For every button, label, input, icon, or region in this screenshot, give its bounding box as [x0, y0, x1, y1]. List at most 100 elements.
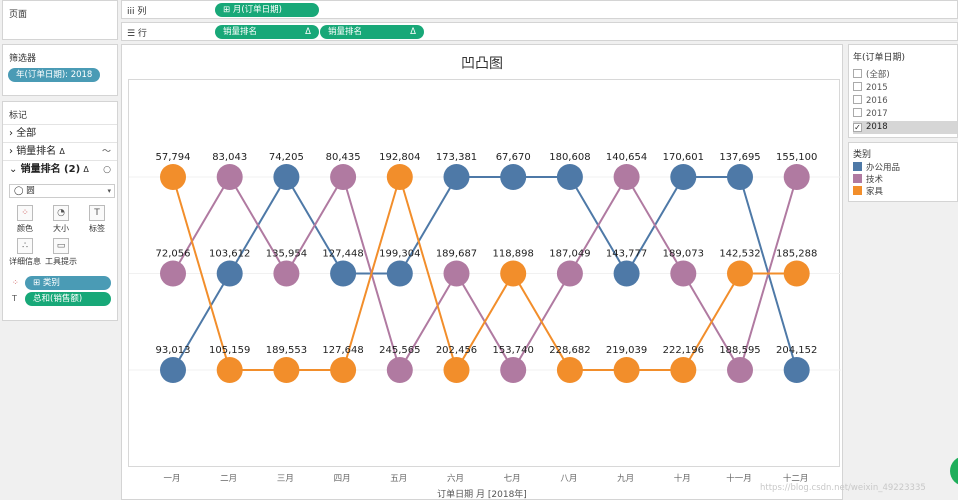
data-point[interactable]	[273, 260, 300, 287]
x-tick-label: 二月	[220, 474, 238, 484]
detail-button-label: 详细信息	[9, 257, 41, 266]
watermark: https://blog.csdn.net/weixin_49223335	[760, 483, 926, 493]
field-pill-category[interactable]: ⊞ 类别	[25, 276, 111, 290]
label-button-label: 标签	[89, 224, 105, 233]
chart-view: 凹凸图 93,013 103,612 74,205 127,448 199,304 173…	[121, 44, 843, 500]
data-point[interactable]	[273, 357, 300, 383]
data-point[interactable]	[500, 260, 527, 287]
data-point[interactable]	[216, 164, 243, 190]
detail-button[interactable]: ∴ 详细信息	[9, 238, 41, 268]
data-point[interactable]	[500, 357, 527, 383]
data-point[interactable]	[500, 164, 527, 190]
filter-pill-year[interactable]: 年(订单日期): 2018	[8, 68, 101, 82]
circle-mark-icon: ○	[103, 165, 111, 175]
data-point[interactable]	[160, 357, 186, 383]
data-point[interactable]	[216, 357, 243, 383]
marks-title: 标记	[9, 111, 28, 121]
checkbox-icon[interactable]	[853, 82, 862, 91]
data-point[interactable]	[386, 260, 413, 287]
data-label: 142,532	[719, 249, 760, 260]
data-point[interactable]	[216, 260, 243, 287]
legend-label: 办公用品	[866, 163, 901, 173]
data-point[interactable]	[613, 260, 640, 287]
legend-item-furniture[interactable]: 家具	[853, 186, 883, 198]
columns-shelf: iii 列 ⊞ 月(订单日期)	[121, 0, 958, 19]
delta-icon: Δ	[59, 147, 65, 156]
size-button[interactable]: ◔ 大小	[45, 205, 77, 235]
plus-icon: ⊞	[33, 278, 43, 288]
filters-title: 筛选器	[9, 54, 37, 64]
data-label: 105,159	[209, 345, 250, 356]
color-button[interactable]: ⁘ 颜色	[9, 205, 41, 235]
year-option-2017[interactable]: 2017	[853, 108, 957, 121]
checkbox-icon[interactable]	[853, 108, 862, 117]
floating-action-icon[interactable]	[950, 456, 958, 486]
data-label: 189,687	[436, 249, 477, 260]
year-option-2016[interactable]: 2016	[853, 95, 957, 108]
data-label: 67,670	[496, 152, 531, 163]
legend-item-tech[interactable]: 技术	[853, 174, 883, 186]
chart-title: 凹凸图	[461, 56, 503, 72]
marks-card-rank1[interactable]: › 销量排名 Δ 〜	[3, 142, 117, 160]
data-point[interactable]	[727, 164, 753, 190]
checkbox-checked-icon[interactable]: ✓	[853, 123, 862, 132]
rows-pill-rank2[interactable]: 销量排名 Δ	[320, 25, 424, 39]
line-mark-icon: 〜	[101, 147, 111, 157]
x-tick-label: 三月	[276, 474, 294, 484]
marks-card-rank2[interactable]: ⌄ 销量排名 (2) Δ ○	[3, 160, 117, 178]
tooltip-button[interactable]: ▭ 工具提示	[45, 238, 77, 268]
size-button-label: 大小	[53, 224, 69, 233]
x-tick-label: 十一月	[726, 474, 752, 484]
plot-area[interactable]: 93,013 103,612 74,205 127,448 199,304 173,381…	[128, 79, 841, 468]
year-option-2015[interactable]: 2015	[853, 82, 957, 95]
data-point[interactable]	[670, 164, 697, 190]
chevron-down-icon: ▾	[107, 187, 111, 195]
mark-type-select[interactable]: ◯ 圆 ▾	[9, 184, 115, 198]
columns-pill-month[interactable]: ⊞ 月(订单日期)	[215, 3, 319, 17]
data-point[interactable]	[670, 260, 697, 287]
data-point[interactable]	[783, 260, 810, 287]
data-point[interactable]	[556, 357, 583, 383]
rows-pill-rank1[interactable]: 销量排名 Δ	[215, 25, 319, 39]
marks-card-all[interactable]: › 全部	[3, 124, 117, 142]
marks-rank1-label: 销量排名	[16, 146, 57, 157]
data-point[interactable]	[160, 164, 186, 190]
data-label: 137,695	[719, 152, 760, 163]
x-tick-label: 八月	[560, 474, 578, 484]
data-point[interactable]	[556, 260, 583, 287]
marks-all-label: 全部	[16, 128, 37, 139]
data-point[interactable]	[613, 164, 640, 190]
data-point[interactable]	[613, 357, 640, 383]
data-point[interactable]	[670, 357, 697, 383]
data-point[interactable]	[330, 260, 357, 287]
legend-title: 类别	[853, 150, 872, 160]
legend-item-office[interactable]: 办公用品	[853, 162, 900, 174]
data-point[interactable]	[386, 164, 413, 190]
data-label: 80,435	[326, 152, 361, 163]
data-point[interactable]	[443, 260, 470, 287]
data-point[interactable]	[556, 164, 583, 190]
checkbox-icon[interactable]	[853, 69, 862, 78]
data-label: 153,740	[493, 345, 534, 356]
bump-chart[interactable]: 93,013 103,612 74,205 127,448 199,304 173,381…	[129, 80, 841, 468]
field-pill-sales[interactable]: 总和(销售额)	[25, 292, 111, 306]
x-tick-label: 十月	[673, 474, 691, 484]
data-label: 188,595	[719, 345, 760, 356]
data-point[interactable]	[783, 164, 810, 190]
label-button[interactable]: T 标签	[81, 205, 113, 235]
data-point[interactable]	[160, 260, 186, 287]
checkbox-icon[interactable]	[853, 95, 862, 104]
year-option-2018[interactable]: ✓ 2018	[853, 121, 957, 134]
data-point[interactable]	[727, 260, 753, 287]
data-point[interactable]	[783, 357, 810, 383]
data-point[interactable]	[330, 357, 357, 383]
data-point[interactable]	[443, 357, 470, 383]
year-option-all[interactable]: (全部)	[853, 69, 957, 82]
data-point[interactable]	[443, 164, 470, 190]
data-point[interactable]	[727, 357, 753, 383]
year-filter-panel: 年(订单日期) (全部) 2015 2016 2017 ✓ 2018	[848, 44, 958, 138]
detail-dots-icon: ∴	[17, 238, 33, 254]
data-point[interactable]	[330, 164, 357, 190]
data-point[interactable]	[273, 164, 300, 190]
data-point[interactable]	[386, 357, 413, 383]
